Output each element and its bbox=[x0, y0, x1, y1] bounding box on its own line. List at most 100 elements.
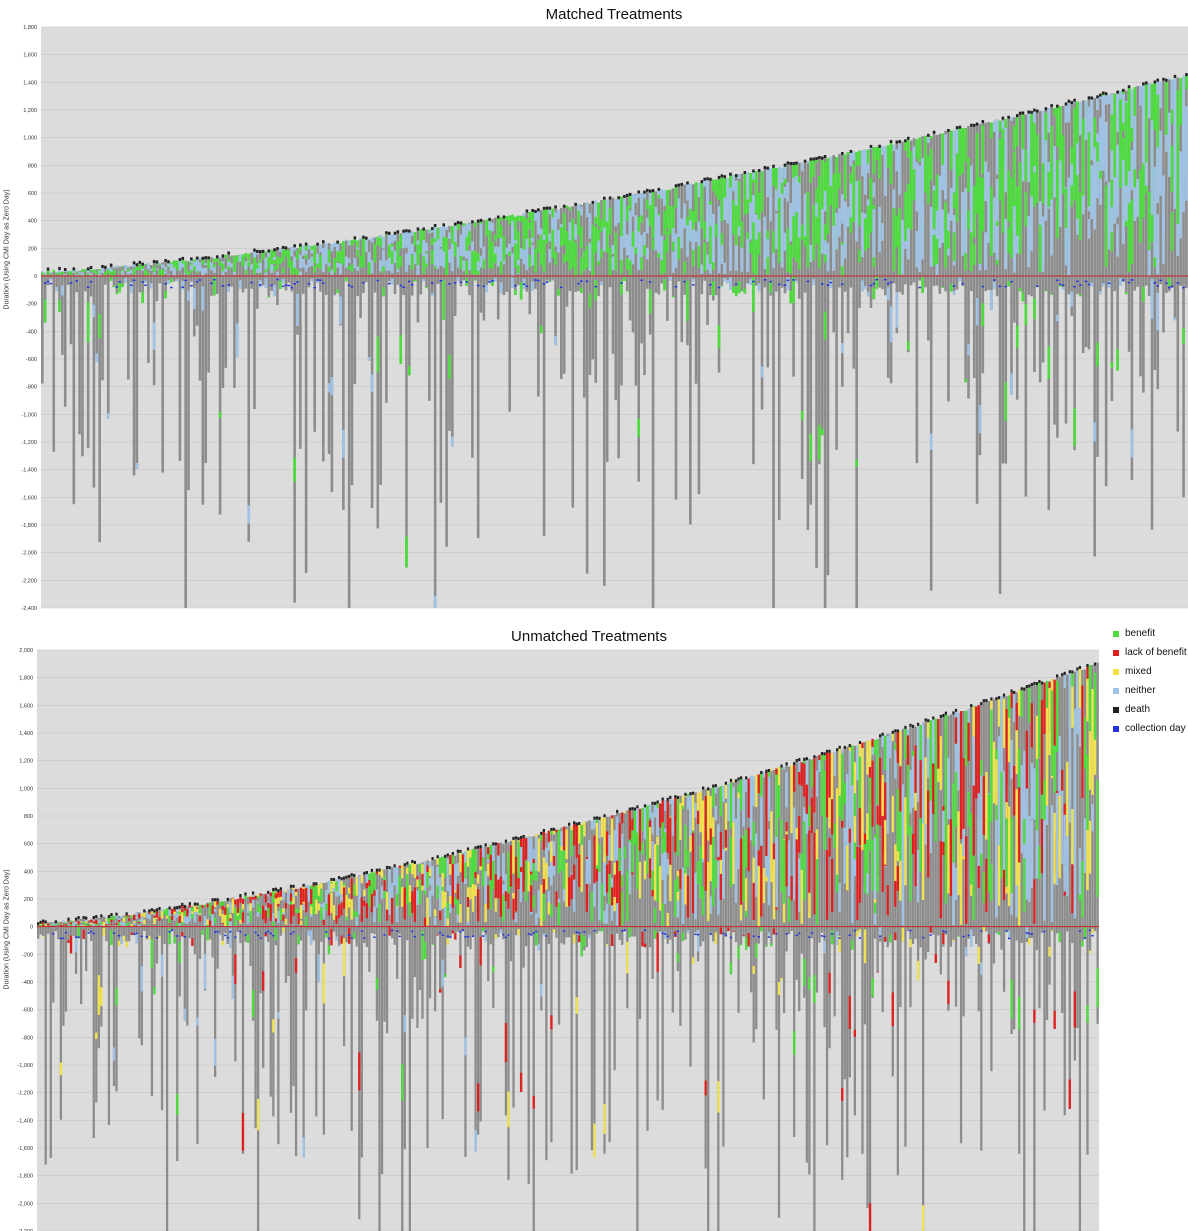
response-segment bbox=[747, 827, 750, 872]
response-segment bbox=[244, 895, 247, 897]
response-segment bbox=[219, 900, 222, 903]
response-segment bbox=[663, 239, 666, 270]
duration-bar bbox=[408, 864, 411, 1231]
response-segment bbox=[889, 934, 892, 943]
death-marker bbox=[643, 190, 646, 194]
death-marker bbox=[58, 266, 61, 270]
duration-bar bbox=[881, 146, 884, 290]
response-segment bbox=[628, 195, 632, 209]
response-segment bbox=[380, 885, 384, 900]
response-segment bbox=[1005, 709, 1008, 783]
response-segment bbox=[102, 927, 106, 937]
response-segment bbox=[970, 182, 973, 233]
death-marker bbox=[393, 231, 397, 235]
response-segment bbox=[401, 886, 404, 907]
response-segment bbox=[1005, 818, 1008, 887]
duration-bar bbox=[755, 775, 758, 1030]
collection-day-marker bbox=[129, 284, 133, 287]
collection-day-marker bbox=[258, 284, 262, 286]
response-segment bbox=[1070, 164, 1074, 186]
duration-bar bbox=[210, 257, 213, 296]
response-segment bbox=[823, 755, 826, 761]
duration-bar bbox=[433, 227, 437, 609]
response-segment bbox=[330, 244, 334, 252]
collection-day-marker bbox=[132, 279, 136, 281]
response-segment bbox=[132, 269, 136, 275]
response-segment bbox=[66, 271, 70, 273]
response-segment bbox=[1043, 816, 1046, 886]
response-segment bbox=[1018, 690, 1021, 716]
response-segment bbox=[783, 166, 787, 179]
death-marker bbox=[707, 787, 710, 791]
response-segment bbox=[221, 940, 224, 946]
response-segment bbox=[562, 826, 566, 851]
response-segment bbox=[1079, 101, 1082, 136]
response-segment bbox=[474, 850, 477, 872]
response-segment bbox=[643, 193, 646, 199]
response-segment bbox=[89, 268, 93, 271]
response-segment bbox=[532, 1095, 535, 1109]
response-segment bbox=[1116, 93, 1119, 132]
duration-bar bbox=[61, 271, 64, 355]
death-marker bbox=[909, 723, 912, 727]
response-segment bbox=[1040, 699, 1044, 795]
response-segment bbox=[562, 845, 566, 889]
response-segment bbox=[86, 270, 90, 273]
response-segment bbox=[535, 870, 538, 882]
response-segment bbox=[1002, 770, 1006, 870]
response-segment bbox=[916, 725, 920, 802]
response-segment bbox=[324, 243, 328, 248]
duration-bar bbox=[273, 251, 276, 297]
collection-day-marker bbox=[322, 282, 325, 284]
response-segment bbox=[872, 147, 876, 175]
death-marker bbox=[623, 194, 626, 198]
response-segment bbox=[59, 925, 63, 927]
collection-day-marker bbox=[227, 284, 230, 286]
death-marker bbox=[717, 175, 721, 179]
y-tick-label: -2,200 bbox=[17, 1229, 33, 1231]
response-segment bbox=[1021, 292, 1025, 302]
response-segment bbox=[1073, 765, 1076, 857]
response-segment bbox=[1093, 731, 1097, 775]
response-segment bbox=[135, 932, 138, 944]
response-segment bbox=[1021, 122, 1025, 182]
response-segment bbox=[491, 241, 494, 269]
response-segment bbox=[181, 932, 184, 937]
response-segment bbox=[121, 271, 124, 275]
collection-day-marker bbox=[168, 931, 171, 933]
duration-bar bbox=[251, 894, 255, 1021]
response-segment bbox=[86, 272, 90, 276]
response-segment bbox=[875, 276, 879, 290]
response-segment bbox=[573, 934, 576, 944]
response-segment bbox=[952, 291, 956, 295]
y-tick-label: 2,000 bbox=[19, 648, 33, 654]
duration-bar bbox=[1084, 100, 1088, 348]
response-segment bbox=[924, 757, 927, 825]
duration-bar bbox=[289, 887, 293, 1113]
collection-day-marker bbox=[621, 930, 624, 932]
response-segment bbox=[264, 893, 267, 895]
response-segment bbox=[1073, 991, 1076, 1028]
response-segment bbox=[743, 173, 747, 176]
response-segment bbox=[292, 887, 295, 898]
death-marker bbox=[737, 777, 740, 781]
response-segment bbox=[1130, 89, 1134, 128]
response-segment bbox=[451, 855, 454, 882]
response-segment bbox=[826, 242, 830, 272]
collection-day-marker bbox=[373, 936, 376, 938]
response-segment bbox=[980, 775, 983, 854]
response-segment bbox=[264, 278, 268, 288]
collection-day-marker bbox=[962, 935, 965, 938]
response-segment bbox=[574, 249, 577, 266]
response-segment bbox=[957, 712, 960, 791]
response-segment bbox=[830, 858, 834, 913]
response-segment bbox=[327, 383, 331, 393]
collection-day-marker bbox=[724, 934, 728, 936]
response-segment bbox=[121, 283, 124, 288]
response-segment bbox=[674, 247, 678, 268]
duration-bar bbox=[1061, 105, 1065, 290]
response-segment bbox=[456, 913, 460, 923]
duration-bar bbox=[445, 227, 448, 547]
duration-bar bbox=[145, 911, 149, 940]
death-marker bbox=[636, 805, 639, 809]
